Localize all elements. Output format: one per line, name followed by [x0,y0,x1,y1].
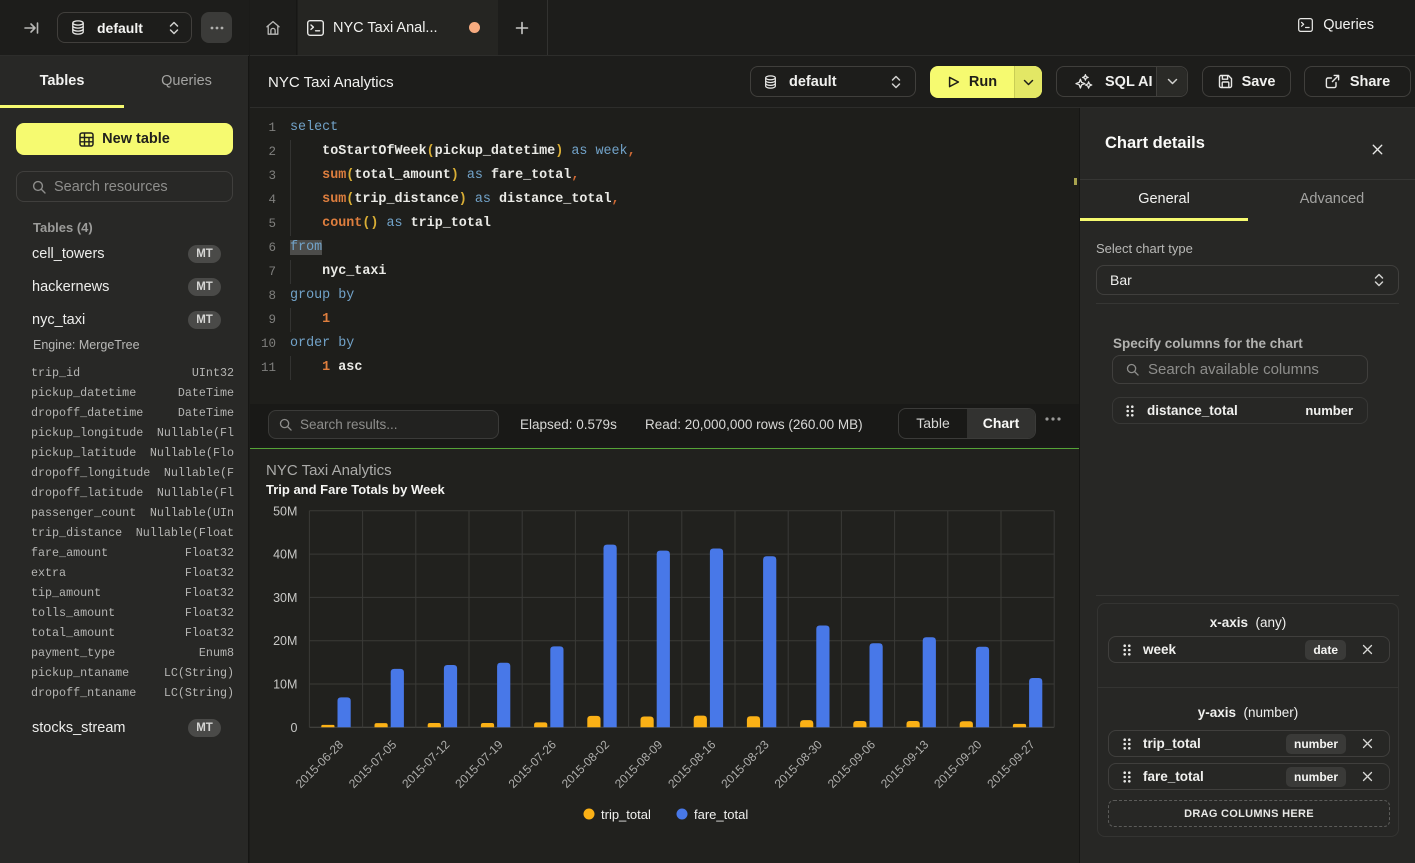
svg-text:10M: 10M [273,678,297,692]
svg-text:2015-09-06: 2015-09-06 [825,737,879,791]
svg-text:20M: 20M [273,634,297,648]
svg-text:2015-08-23: 2015-08-23 [718,737,772,791]
svg-text:2015-09-13: 2015-09-13 [878,737,932,791]
svg-text:2015-08-16: 2015-08-16 [665,737,719,791]
svg-text:2015-07-12: 2015-07-12 [399,737,453,791]
svg-text:30M: 30M [273,591,297,605]
svg-text:2015-06-28: 2015-06-28 [293,737,347,791]
svg-text:2015-09-20: 2015-09-20 [931,737,985,791]
svg-text:0: 0 [290,721,297,735]
svg-text:2015-07-26: 2015-07-26 [506,737,560,791]
svg-text:2015-08-09: 2015-08-09 [612,737,666,791]
svg-text:fare_total: fare_total [694,807,748,822]
svg-text:50M: 50M [273,504,297,518]
svg-text:2015-08-02: 2015-08-02 [559,737,613,791]
svg-text:2015-09-27: 2015-09-27 [984,737,1038,791]
svg-text:2015-07-05: 2015-07-05 [346,737,400,791]
svg-text:2015-08-30: 2015-08-30 [772,737,826,791]
svg-text:40M: 40M [273,548,297,562]
svg-text:2015-07-19: 2015-07-19 [452,737,506,791]
svg-text:trip_total: trip_total [601,807,651,822]
